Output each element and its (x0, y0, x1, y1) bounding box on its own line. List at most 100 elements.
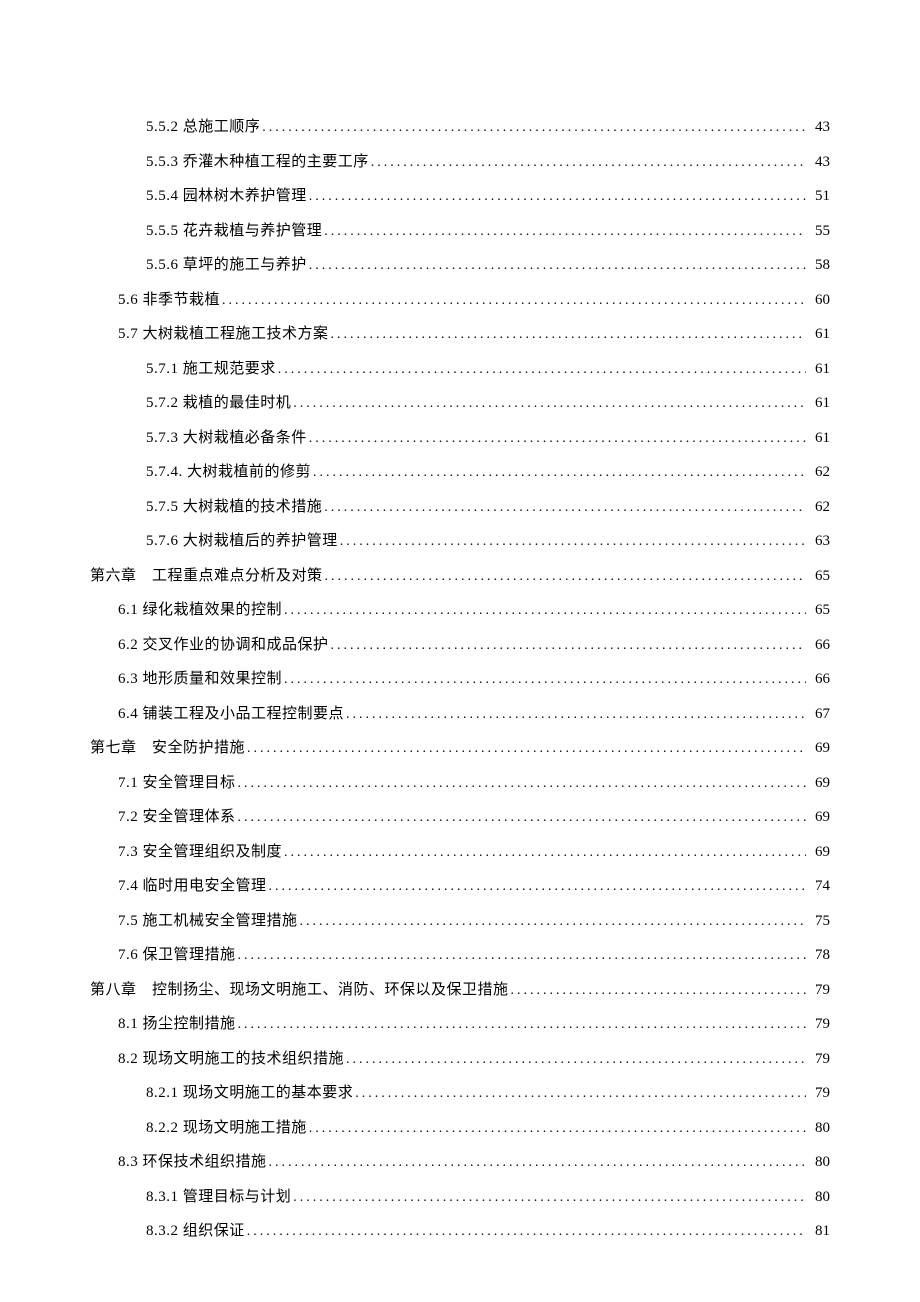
toc-entry-page: 43 (808, 110, 830, 145)
toc-entry-title: 6.1 绿化栽植效果的控制 (118, 593, 282, 628)
toc-entry-title: 7.5 施工机械安全管理措施 (118, 904, 298, 939)
toc-entry: 8.3 环保技术组织措施 80 (90, 1145, 830, 1180)
toc-leader-dots (238, 1009, 806, 1041)
toc-entry-title: 7.2 安全管理体系 (118, 800, 236, 835)
toc-entry-title: 5.5.3 乔灌木种植工程的主要工序 (146, 145, 369, 180)
toc-leader-dots (355, 1078, 806, 1110)
toc-entry: 5.5.4 园林树木养护管理 51 (90, 179, 830, 214)
toc-entry-title: 5.7.5 大树栽植的技术措施 (146, 490, 322, 525)
toc-leader-dots (346, 699, 806, 731)
toc-entry-title: 5.7 大树栽植工程施工技术方案 (118, 317, 329, 352)
toc-entry: 5.7.1 施工规范要求 61 (90, 352, 830, 387)
toc-entry-title: 6.3 地形质量和效果控制 (118, 662, 282, 697)
toc-entry-title: 8.2.2 现场文明施工措施 (146, 1111, 307, 1146)
toc-leader-dots (284, 595, 806, 627)
toc-entry: 5.5.2 总施工顺序 43 (90, 110, 830, 145)
toc-entry-page: 66 (808, 662, 830, 697)
toc-leader-dots (331, 319, 806, 351)
toc-entry-page: 61 (808, 421, 830, 456)
toc-entry-page: 65 (808, 559, 830, 594)
toc-leader-dots (324, 216, 806, 248)
toc-entry-page: 81 (808, 1214, 830, 1249)
toc-entry-page: 61 (808, 317, 830, 352)
toc-leader-dots (313, 457, 806, 489)
toc-entry: 第六章 工程重点难点分析及对策 65 (90, 559, 830, 594)
toc-leader-dots (371, 147, 806, 179)
toc-leader-dots (238, 802, 806, 834)
toc-entry-page: 80 (808, 1111, 830, 1146)
toc-entry-page: 74 (808, 869, 830, 904)
toc-entry-page: 79 (808, 1007, 830, 1042)
toc-entry-title: 第七章 安全防护措施 (90, 731, 245, 766)
toc-entry-title: 7.1 安全管理目标 (118, 766, 236, 801)
toc-entry-page: 66 (808, 628, 830, 663)
toc-leader-dots (340, 526, 806, 558)
toc-entry-title: 5.6 非季节栽植 (118, 283, 220, 318)
toc-entry-title: 5.7.1 施工规范要求 (146, 352, 276, 387)
toc-leader-dots (238, 940, 806, 972)
toc-entry-title: 5.7.2 栽植的最佳时机 (146, 386, 291, 421)
toc-entry-page: 60 (808, 283, 830, 318)
toc-entry: 7.5 施工机械安全管理措施 75 (90, 904, 830, 939)
toc-leader-dots (247, 733, 806, 765)
toc-entry: 5.7.5 大树栽植的技术措施62 (90, 490, 830, 525)
toc-entry: 5.7.6 大树栽植后的养护管理63 (90, 524, 830, 559)
toc-entry-page: 69 (808, 835, 830, 870)
toc-entry-title: 7.3 安全管理组织及制度 (118, 835, 282, 870)
toc-entry-page: 62 (808, 455, 830, 490)
toc-entry-page: 61 (808, 386, 830, 421)
toc-leader-dots (346, 1044, 806, 1076)
toc-entry-page: 80 (808, 1145, 830, 1180)
toc-entry: 8.3.2 组织保证 81 (90, 1214, 830, 1249)
toc-entry: 6.4 铺装工程及小品工程控制要点 67 (90, 697, 830, 732)
toc-entry-title: 8.3.1 管理目标与计划 (146, 1180, 291, 1215)
toc-entry-title: 5.5.4 园林树木养护管理 (146, 179, 307, 214)
toc-leader-dots (331, 630, 806, 662)
toc-entry-title: 5.5.6 草坪的施工与养护 (146, 248, 307, 283)
toc-entry: 7.2 安全管理体系 69 (90, 800, 830, 835)
toc-entry: 8.2 现场文明施工的技术组织措施 79 (90, 1042, 830, 1077)
toc-entry-page: 75 (808, 904, 830, 939)
toc-leader-dots (247, 1216, 806, 1248)
toc-entry-title: 5.7.4. 大树栽植前的修剪 (146, 455, 311, 490)
toc-entry: 5.7.3 大树栽植必备条件 61 (90, 421, 830, 456)
toc-entry: 5.7 大树栽植工程施工技术方案 61 (90, 317, 830, 352)
toc-entry-page: 51 (808, 179, 830, 214)
toc-entry: 7.1 安全管理目标 69 (90, 766, 830, 801)
toc-leader-dots (309, 181, 806, 213)
toc-entry: 5.5.3 乔灌木种植工程的主要工序 43 (90, 145, 830, 180)
toc-entry-page: 65 (808, 593, 830, 628)
toc-leader-dots (511, 975, 806, 1007)
toc-entry-page: 69 (808, 800, 830, 835)
toc-entry-title: 第八章 控制扬尘、现场文明施工、消防、环保以及保卫措施 (90, 973, 509, 1008)
toc-entry-page: 58 (808, 248, 830, 283)
toc-leader-dots (278, 354, 806, 386)
toc-entry-title: 8.3.2 组织保证 (146, 1214, 245, 1249)
toc-leader-dots (293, 388, 806, 420)
toc-entry: 6.2 交叉作业的协调和成品保护 66 (90, 628, 830, 663)
toc-entry-title: 7.6 保卫管理措施 (118, 938, 236, 973)
toc-entry-page: 67 (808, 697, 830, 732)
toc-entry: 8.2.2 现场文明施工措施 80 (90, 1111, 830, 1146)
toc-entry-page: 63 (808, 524, 830, 559)
toc-entry-page: 55 (808, 214, 830, 249)
toc-entry-title: 5.5.2 总施工顺序 (146, 110, 260, 145)
toc-entry: 7.3 安全管理组织及制度 69 (90, 835, 830, 870)
toc-leader-dots (284, 664, 806, 696)
toc-entry-title: 7.4 临时用电安全管理 (118, 869, 267, 904)
toc-entry-page: 43 (808, 145, 830, 180)
toc-leader-dots (293, 1182, 806, 1214)
toc-entry: 7.4 临时用电安全管理 74 (90, 869, 830, 904)
toc-entry-title: 第六章 工程重点难点分析及对策 (90, 559, 323, 594)
toc-leader-dots (309, 250, 806, 282)
toc-leader-dots (222, 285, 806, 317)
toc-entry-page: 61 (808, 352, 830, 387)
toc-leader-dots (309, 423, 806, 455)
toc-entry-title: 8.3 环保技术组织措施 (118, 1145, 267, 1180)
toc-entry-page: 79 (808, 973, 830, 1008)
toc-entry-title: 5.7.3 大树栽植必备条件 (146, 421, 307, 456)
toc-entry: 7.6 保卫管理措施 78 (90, 938, 830, 973)
toc-entry-title: 8.2.1 现场文明施工的基本要求 (146, 1076, 353, 1111)
toc-leader-dots (262, 112, 806, 144)
toc-entry: 5.7.2 栽植的最佳时机 61 (90, 386, 830, 421)
